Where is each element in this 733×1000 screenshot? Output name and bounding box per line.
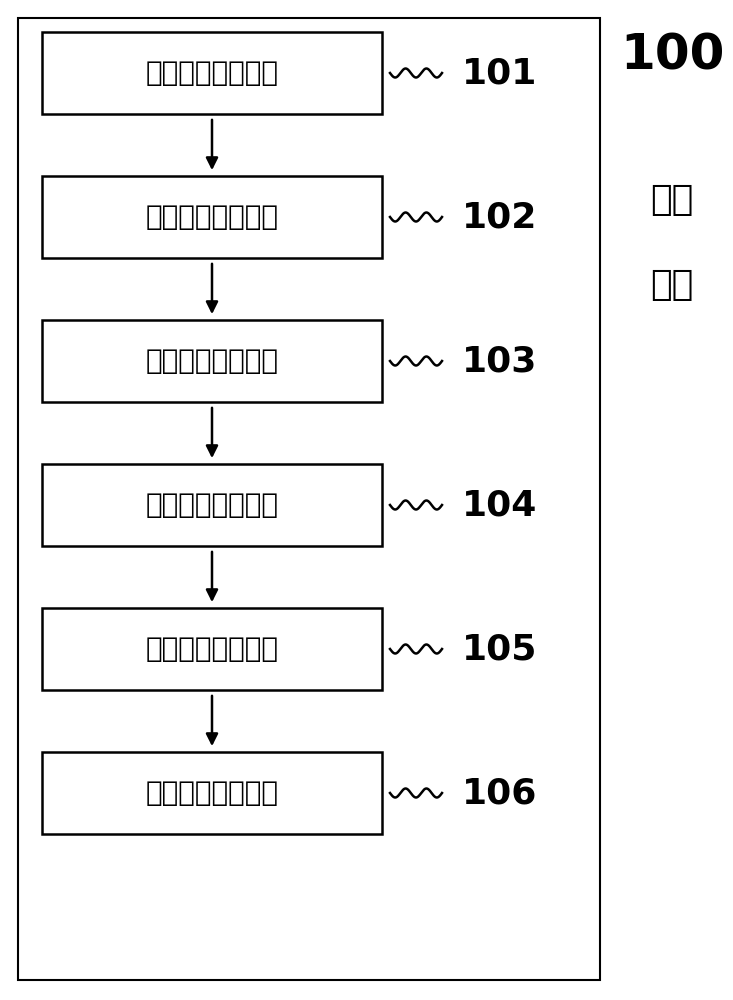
Bar: [42, 752, 382, 834]
Text: 103: 103: [462, 344, 537, 378]
Text: 102: 102: [462, 200, 537, 234]
Text: 104: 104: [462, 488, 537, 522]
Text: 预测: 预测: [650, 183, 693, 217]
Text: 时序趋势分解模块: 时序趋势分解模块: [145, 347, 279, 375]
Bar: [42, 320, 382, 402]
Bar: [42, 464, 382, 546]
Text: 100: 100: [620, 31, 724, 79]
Text: 106: 106: [462, 776, 537, 810]
Text: 最优特征筛选模块: 最优特征筛选模块: [145, 491, 279, 519]
Bar: [42, 176, 382, 258]
Bar: [42, 608, 382, 690]
Bar: [18, 18, 600, 980]
Text: 数据集预处理模块: 数据集预处理模块: [145, 203, 279, 231]
Bar: [42, 32, 382, 114]
Text: 机器学习建模模块: 机器学习建模模块: [145, 635, 279, 663]
Text: 105: 105: [462, 632, 537, 666]
Text: 装置: 装置: [650, 268, 693, 302]
Text: 历史数据整合模块: 历史数据整合模块: [145, 59, 279, 87]
Text: 预测趋势融合模块: 预测趋势融合模块: [145, 779, 279, 807]
Text: 101: 101: [462, 56, 537, 90]
